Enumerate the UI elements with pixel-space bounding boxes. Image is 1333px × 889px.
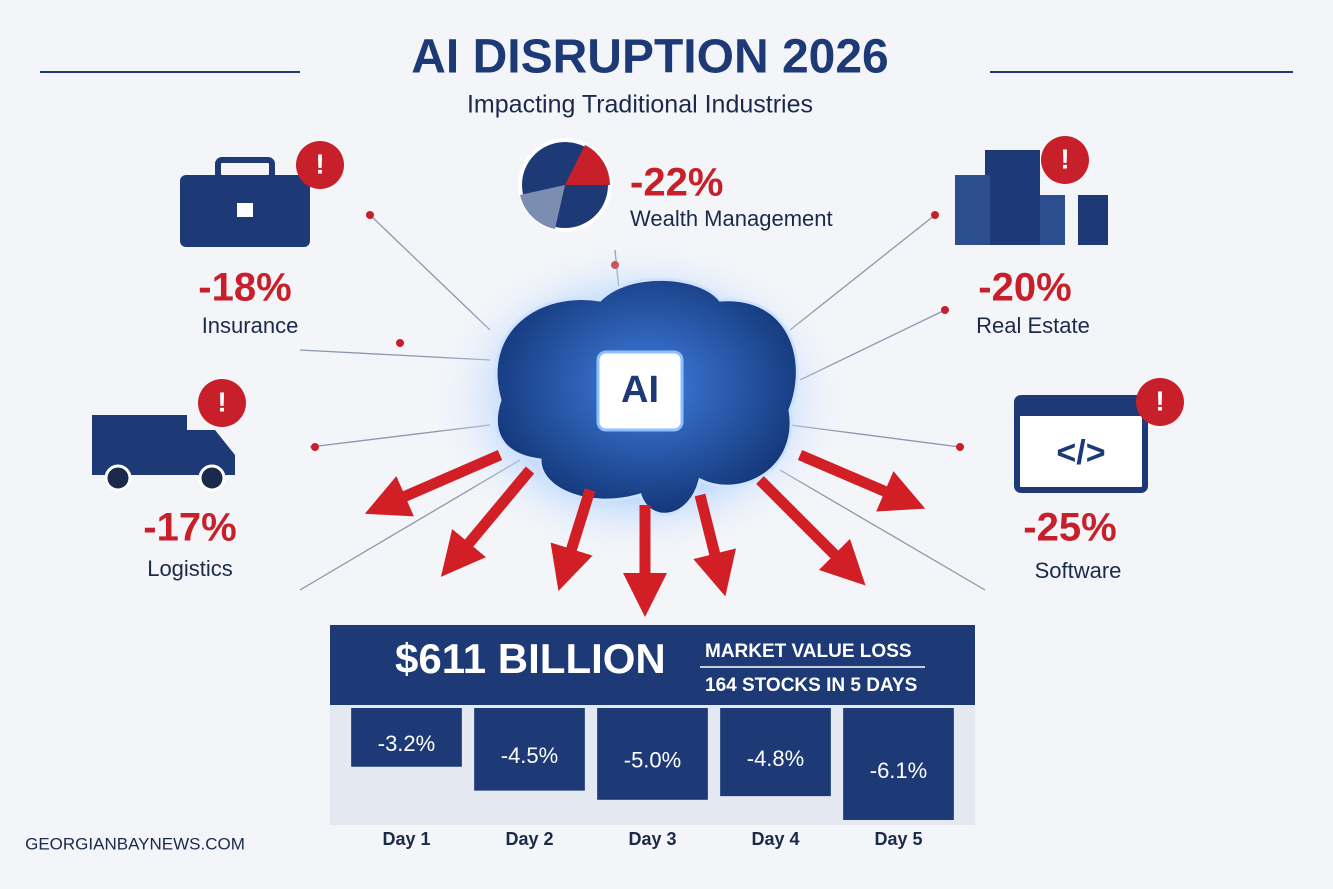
truck-icon: ! xyxy=(92,379,246,492)
x-tick-label: Day 3 xyxy=(628,829,676,849)
summary-line: MARKET VALUE LOSS xyxy=(705,641,912,662)
footer: GEORGIANBAYNEWS.COM xyxy=(25,834,245,853)
value-label: -4.5% xyxy=(501,743,558,768)
summary-amount: $611 BILLION xyxy=(395,635,666,682)
change-label: -20% xyxy=(978,266,1071,310)
change-label: -17% xyxy=(143,506,236,550)
bar xyxy=(720,708,831,797)
bar xyxy=(474,708,585,791)
industry-name: Wealth Management xyxy=(630,206,833,231)
value-label: -6.1% xyxy=(870,758,927,783)
value-label: -4.8% xyxy=(747,746,804,771)
x-tick-label: Day 2 xyxy=(505,829,553,849)
industry-name: Logistics xyxy=(147,556,233,581)
x-tick-label: Day 4 xyxy=(751,829,799,849)
change-label: -22% xyxy=(630,161,723,205)
center-label: AI xyxy=(621,369,659,411)
industry-name: Real Estate xyxy=(976,313,1090,338)
decline-arrows xyxy=(364,449,926,617)
change-label: -25% xyxy=(1023,506,1116,550)
subtitle: Impacting Traditional Industries xyxy=(467,91,813,119)
bar xyxy=(597,708,708,800)
value-label: -5.0% xyxy=(624,748,681,773)
summary-banner xyxy=(330,625,975,705)
summary-line: 164 STOCKS IN 5 DAYS xyxy=(705,675,917,696)
svg-text:!: ! xyxy=(217,386,226,417)
svg-text:!: ! xyxy=(1060,143,1069,174)
title: AI DISRUPTION 2026 xyxy=(411,31,888,84)
change-label: -18% xyxy=(198,266,291,310)
bar xyxy=(843,708,954,820)
x-tick-label: Day 1 xyxy=(382,829,430,849)
svg-text:!: ! xyxy=(1155,385,1164,416)
svg-text:!: ! xyxy=(315,148,324,179)
value-label: -3.2% xyxy=(378,731,435,756)
briefcase-icon: ! xyxy=(180,141,344,247)
ai-chip xyxy=(596,350,684,432)
industry-name: Software xyxy=(1035,558,1122,583)
bar xyxy=(351,708,462,767)
pie-icon xyxy=(518,138,612,232)
x-tick-label: Day 5 xyxy=(874,829,922,849)
industry-name: Insurance xyxy=(202,313,299,338)
code-window-icon: </> ! xyxy=(1014,378,1184,493)
buildings-icon: ! xyxy=(955,136,1108,245)
svg-text:</>: </> xyxy=(1056,434,1105,472)
